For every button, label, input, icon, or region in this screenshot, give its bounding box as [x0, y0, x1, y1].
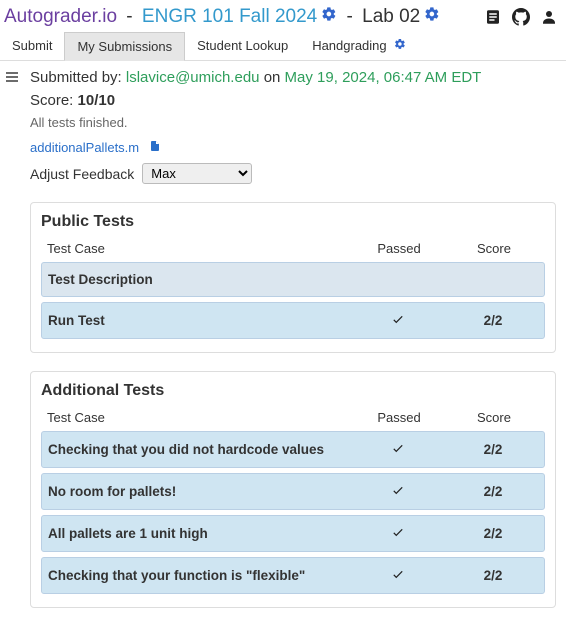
test-score: 2/2	[448, 313, 538, 328]
test-name: Test Description	[48, 272, 348, 287]
check-icon	[390, 569, 406, 584]
test-passed-cell	[348, 441, 448, 458]
check-icon	[390, 485, 406, 500]
on-label: on	[264, 69, 281, 86]
file-line: additionalPallets.m	[30, 140, 556, 155]
test-group: Public Tests Test CasePassedScore Test Des…	[30, 202, 556, 353]
test-name: All pallets are 1 unit high	[48, 526, 348, 541]
test-group-header: Test CasePassedScore	[41, 239, 545, 262]
col-header-score: Score	[449, 410, 539, 425]
test-row[interactable]: Run Test 2/2	[41, 302, 545, 339]
check-icon	[390, 314, 406, 329]
test-row[interactable]: Checking that your function is "flexible…	[41, 557, 545, 594]
test-group-title: Public Tests	[41, 213, 545, 231]
header-actions	[484, 8, 558, 26]
col-header-passed: Passed	[349, 410, 449, 425]
check-icon	[390, 443, 406, 458]
handgrading-gear-icon[interactable]	[394, 38, 406, 53]
sidebar-gutter	[0, 61, 24, 620]
score-line: Score: 10/10	[30, 92, 556, 109]
test-row[interactable]: All pallets are 1 unit high 2/2	[41, 515, 545, 552]
submission-panel: Submitted by: lslavice@umich.edu on May …	[24, 61, 566, 620]
test-score: 2/2	[448, 442, 538, 457]
feedback-label: Adjust Feedback	[30, 166, 134, 182]
test-row[interactable]: Checking that you did not hardcode value…	[41, 431, 545, 468]
submitted-by-label: Submitted by:	[30, 69, 122, 86]
score-value: 10/10	[78, 92, 116, 109]
feedback-row: Adjust Feedback Max	[30, 163, 556, 184]
submission-file-link[interactable]: additionalPallets.m	[30, 140, 139, 155]
separator: -	[121, 6, 138, 28]
col-header-score: Score	[449, 241, 539, 256]
test-row[interactable]: No room for pallets! 2/2	[41, 473, 545, 510]
test-score: 2/2	[448, 568, 538, 583]
course-link[interactable]: ENGR 101 Fall 2024	[142, 6, 317, 28]
status-text: All tests finished.	[30, 115, 556, 130]
check-icon	[390, 527, 406, 542]
col-header-name: Test Case	[47, 410, 349, 425]
test-group-title: Additional Tests	[41, 382, 545, 400]
test-score: 2/2	[448, 526, 538, 541]
test-passed-cell	[348, 312, 448, 329]
col-header-passed: Passed	[349, 241, 449, 256]
tab-handgrading-label: Handgrading	[312, 38, 386, 53]
score-label: Score:	[30, 92, 73, 109]
download-file-icon[interactable]	[149, 140, 161, 155]
tab-student-lookup[interactable]: Student Lookup	[185, 32, 300, 60]
page-header: Autograder.io - ENGR 101 Fall 2024 - Lab…	[0, 0, 566, 32]
tab-handgrading[interactable]: Handgrading	[300, 32, 418, 60]
test-passed-cell	[348, 483, 448, 500]
test-name: No room for pallets!	[48, 484, 348, 499]
github-icon[interactable]	[512, 8, 530, 26]
test-name: Checking that you did not hardcode value…	[48, 442, 348, 457]
feedback-select[interactable]: Max	[142, 163, 252, 184]
tab-bar: Submit My Submissions Student Lookup Han…	[0, 32, 566, 61]
test-group-header: Test CasePassedScore	[41, 408, 545, 431]
test-passed-cell	[348, 567, 448, 584]
hamburger-menu-icon[interactable]	[4, 72, 20, 88]
header-title-area: Autograder.io - ENGR 101 Fall 2024 - Lab…	[4, 6, 440, 28]
test-row[interactable]: Test Description	[41, 262, 545, 297]
lab-settings-gear-icon[interactable]	[424, 6, 440, 27]
test-name: Run Test	[48, 313, 348, 328]
submitted-by-line: Submitted by: lslavice@umich.edu on May …	[30, 69, 556, 86]
tab-submit[interactable]: Submit	[0, 32, 64, 60]
docs-icon[interactable]	[484, 8, 502, 26]
brand-link[interactable]: Autograder.io	[4, 6, 117, 28]
submitter-email-link[interactable]: lslavice@umich.edu	[126, 69, 260, 86]
tab-my-submissions[interactable]: My Submissions	[64, 32, 185, 61]
user-icon[interactable]	[540, 8, 558, 26]
lab-title: Lab 02	[362, 6, 420, 28]
submission-timestamp: May 19, 2024, 06:47 AM EDT	[285, 69, 482, 86]
test-score: 2/2	[448, 484, 538, 499]
col-header-name: Test Case	[47, 241, 349, 256]
separator: -	[341, 6, 358, 28]
test-group: Additional Tests Test CasePassedScore Chec…	[30, 371, 556, 608]
course-settings-gear-icon[interactable]	[321, 6, 337, 27]
test-passed-cell	[348, 525, 448, 542]
test-name: Checking that your function is "flexible…	[48, 568, 348, 583]
